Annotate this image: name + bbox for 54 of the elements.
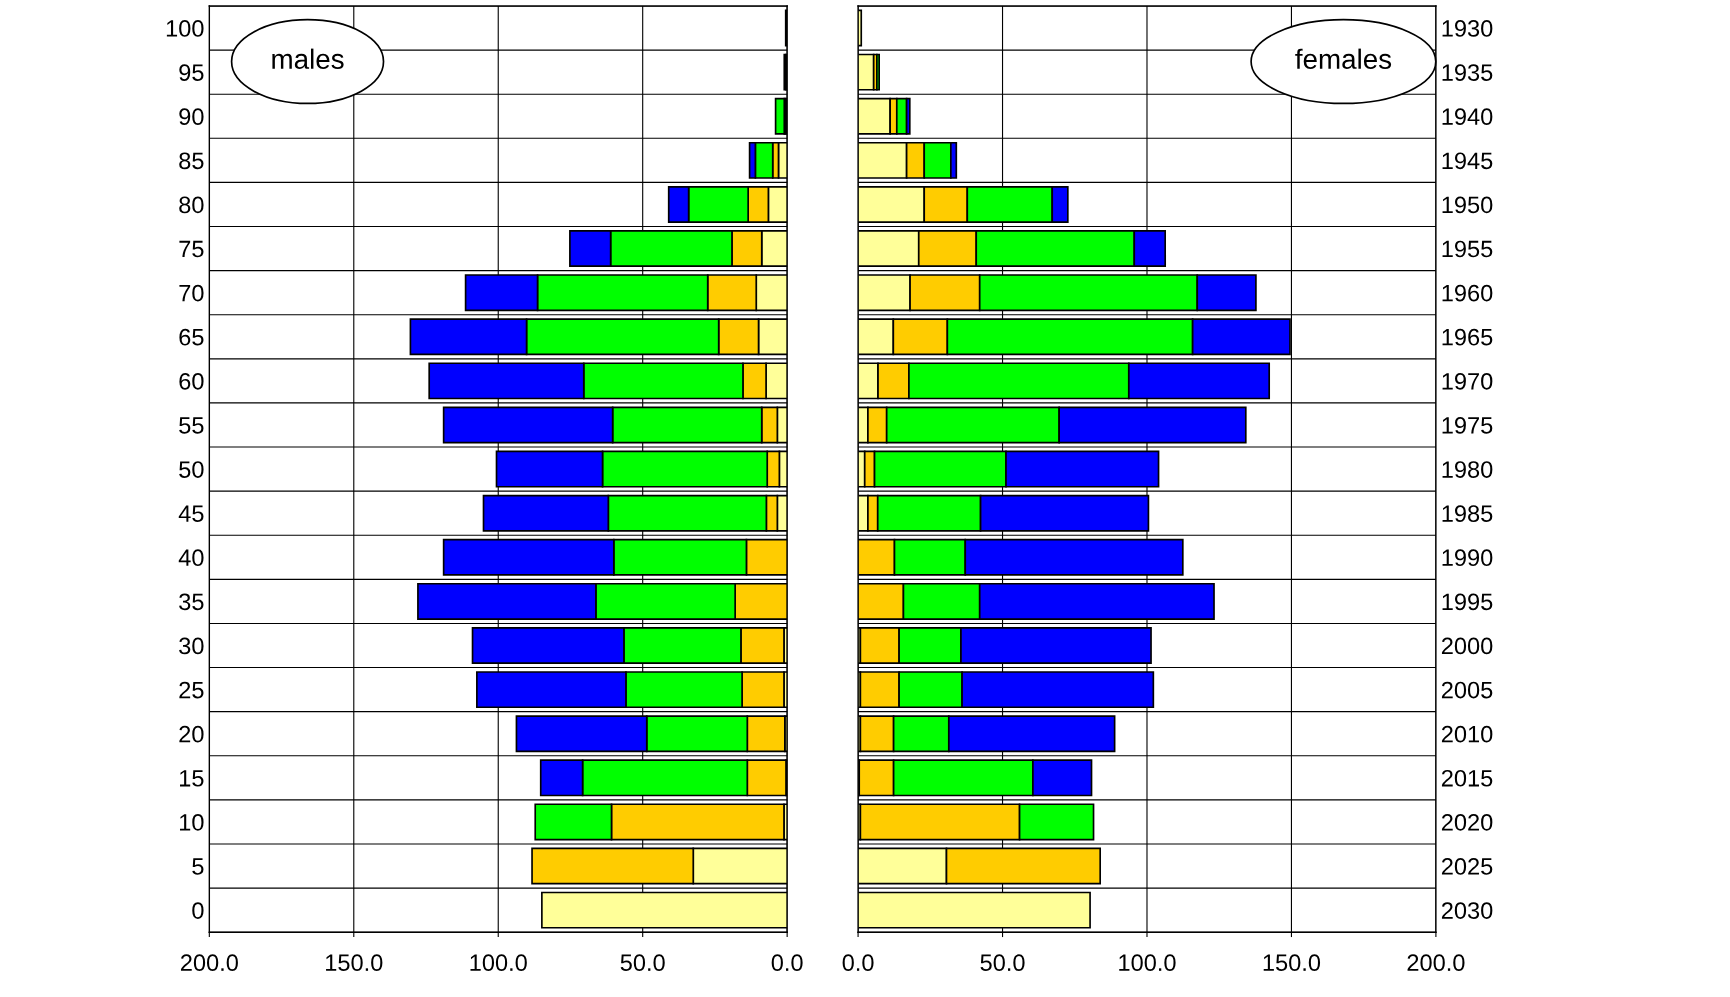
y-tick-label: 2020: [1441, 814, 1493, 831]
x-tick-label: 200.0: [1407, 954, 1465, 972]
y-tick-label: 2015: [1441, 769, 1493, 787]
y-tick-label: 70: [179, 284, 204, 302]
y-tick-label: 75: [179, 240, 204, 258]
x-tick-label: 100.0: [1119, 954, 1176, 972]
y-tick-label: 90: [179, 108, 204, 126]
y-tick-label: 50: [179, 461, 204, 478]
y-tick-label: 1960: [1442, 284, 1493, 302]
annotation: females: [1295, 48, 1392, 70]
y-tick-label: 1995: [1442, 593, 1493, 611]
y-tick-label: 10: [180, 814, 204, 831]
y-tick-label: 60: [179, 372, 204, 390]
y-tick-label: 65: [179, 328, 204, 346]
y-tick-label: 20: [179, 725, 204, 743]
y-tick-label: 2030: [1441, 902, 1493, 919]
y-tick-label: 1935: [1442, 64, 1493, 81]
y-tick-label: 1945: [1442, 152, 1493, 170]
y-tick-label: 35: [179, 593, 204, 611]
y-tick-label: 85: [179, 152, 204, 170]
y-tick-label: 1980: [1442, 461, 1493, 478]
y-tick-label: 2005: [1441, 681, 1493, 699]
y-tick-label: 80: [179, 196, 204, 214]
y-tick-label: 1940: [1442, 108, 1493, 126]
y-tick-label: 15: [180, 770, 204, 787]
y-tick-label: 1955: [1442, 240, 1493, 258]
x-tick-label: 0.0: [842, 954, 874, 972]
x-tick-label: 150.0: [326, 954, 383, 972]
y-tick-label: 1930: [1442, 20, 1493, 37]
y-tick-label: 1975: [1442, 417, 1493, 434]
y-tick-label: 1970: [1442, 372, 1493, 390]
x-tick-label: 50.0: [620, 954, 665, 972]
x-tick-label: 100.0: [470, 954, 527, 972]
y-tick-label: 1985: [1442, 505, 1493, 522]
y-tick-label: 100: [166, 20, 204, 37]
y-tick-label: 1950: [1442, 196, 1493, 214]
y-tick-label: 55: [179, 417, 204, 434]
y-tick-label: 2010: [1441, 725, 1493, 743]
y-tick-label: 25: [179, 681, 204, 699]
x-tick-label: 200.0: [180, 954, 238, 972]
y-tick-label: 30: [179, 637, 204, 655]
y-tick-label: 2000: [1441, 637, 1493, 655]
y-tick-label: 1965: [1442, 328, 1493, 346]
annotation: males: [272, 48, 344, 70]
y-tick-label: 95: [179, 64, 204, 81]
x-tick-label: 150.0: [1263, 954, 1321, 972]
y-tick-label: 5: [192, 858, 204, 875]
x-tick-label: 50.0: [980, 954, 1025, 972]
y-tick-label: 1990: [1442, 549, 1493, 567]
y-tick-label: 2025: [1441, 858, 1493, 875]
y-tick-label: 40: [178, 549, 204, 567]
y-tick-label: 0: [192, 902, 204, 919]
y-tick-label: 45: [178, 505, 204, 522]
x-tick-label: 0.0: [771, 954, 803, 972]
